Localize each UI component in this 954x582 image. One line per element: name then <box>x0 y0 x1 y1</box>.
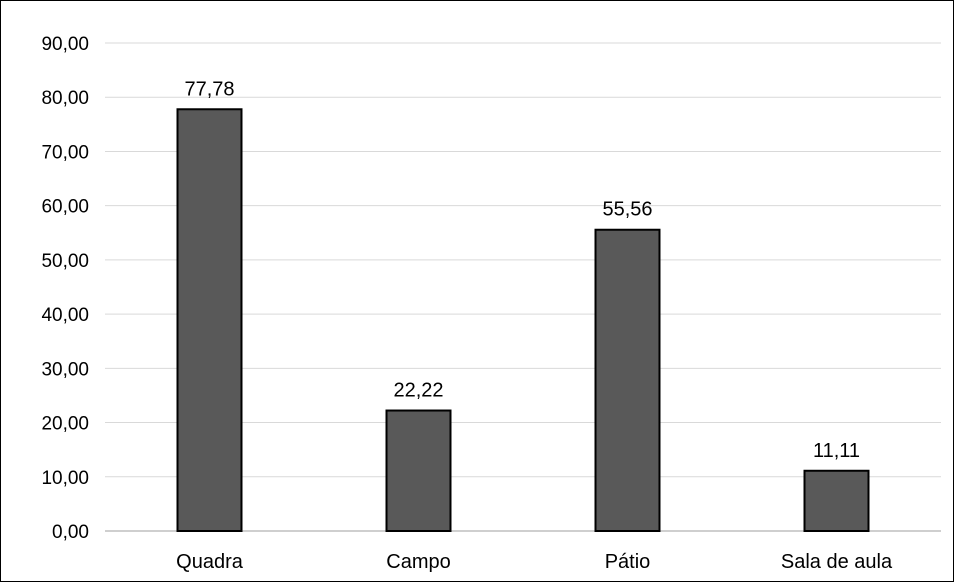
y-tick-label: 30,00 <box>41 359 89 380</box>
bar-sala-de-aula <box>803 469 870 533</box>
x-tick-label: Campo <box>386 551 450 573</box>
data-label: 22,22 <box>393 380 443 402</box>
y-tick-label: 60,00 <box>41 197 89 218</box>
x-tick-label: Sala de aula <box>781 551 893 573</box>
bar-quadra <box>176 108 243 532</box>
y-axis: 0,00 10,00 20,00 30,00 40,00 50,00 60,00 70,00 8… <box>41 34 89 543</box>
x-axis: Quadra Campo Pátio Sala de aula <box>176 551 893 573</box>
x-tick-label: Pátio <box>605 551 651 573</box>
bars <box>176 108 870 533</box>
x-tick-label: Quadra <box>176 551 244 573</box>
gridlines <box>105 42 941 532</box>
data-labels: 77,78 22,22 55,56 11,11 <box>184 78 860 461</box>
y-tick-label: 90,00 <box>41 34 89 55</box>
y-tick-label: 0,00 <box>52 522 89 543</box>
data-label: 11,11 <box>813 440 860 462</box>
bar-campo <box>385 409 452 532</box>
y-tick-label: 70,00 <box>41 142 89 163</box>
y-tick-label: 20,00 <box>41 414 89 435</box>
data-label: 55,56 <box>602 199 652 221</box>
data-label: 77,78 <box>184 78 234 100</box>
bar-pátio <box>594 228 661 532</box>
y-tick-label: 10,00 <box>41 468 89 489</box>
y-tick-label: 40,00 <box>41 305 89 326</box>
y-tick-label: 80,00 <box>41 88 89 109</box>
y-tick-label: 50,00 <box>41 251 89 272</box>
